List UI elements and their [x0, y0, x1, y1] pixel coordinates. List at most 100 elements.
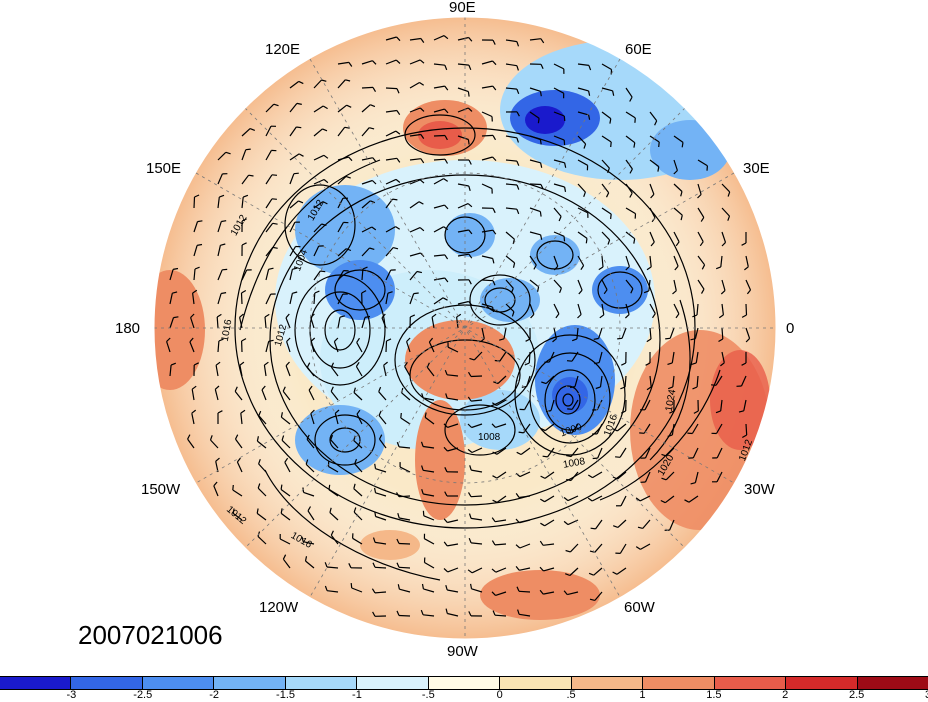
wind-barb — [353, 440, 363, 449]
wind-barb-flag — [378, 410, 382, 416]
wind-barb-flag — [515, 566, 520, 571]
wind-barb — [398, 566, 411, 569]
wind-barb — [529, 159, 541, 164]
wind-barb — [457, 300, 469, 305]
wind-barb-flag — [625, 266, 630, 271]
wind-barb — [375, 515, 387, 521]
wind-barb — [241, 197, 244, 209]
wind-barb — [601, 303, 605, 315]
wind-barb-flag — [339, 315, 345, 318]
wind-barb-flag — [540, 522, 546, 527]
wind-barb-flag — [322, 105, 328, 110]
wind-barb — [217, 293, 222, 305]
wind-barb — [355, 366, 363, 377]
wind-barb — [715, 423, 723, 434]
wind-barb — [329, 512, 339, 521]
wind-barbs — [166, 35, 752, 617]
wind-barb-flag — [445, 585, 448, 591]
color-scale-tick-label: 1 — [639, 689, 646, 701]
wind-barb — [385, 36, 397, 41]
wind-barb-flag — [353, 483, 356, 489]
wind-barb-flag — [738, 410, 744, 413]
wind-barb-flag — [599, 314, 605, 319]
wind-barb-flag — [468, 37, 473, 42]
wind-barb — [310, 341, 315, 353]
wind-barb-flag — [587, 497, 593, 502]
wind-barb-flag — [566, 478, 572, 482]
wind-barb — [671, 351, 675, 363]
wind-barb — [505, 183, 518, 186]
wind-barb-flag — [578, 289, 583, 295]
wind-barb-flag — [286, 337, 291, 342]
wind-barb-flag — [468, 185, 471, 191]
wind-barb-flag — [424, 412, 427, 418]
wind-barb — [281, 439, 291, 449]
wind-barb-flag — [468, 159, 472, 165]
wind-barb-flag — [220, 292, 227, 295]
wind-barb — [697, 159, 708, 167]
wind-barb-flag — [607, 167, 610, 174]
wind-barb-flag — [258, 410, 262, 416]
wind-barb-flag — [306, 362, 311, 368]
wind-barb-flag — [595, 386, 601, 390]
wind-barb-flag — [566, 360, 573, 362]
wind-barb — [330, 366, 339, 377]
wind-barb-flag — [654, 120, 658, 126]
wind-barb — [567, 495, 579, 502]
wind-barb-flag — [684, 499, 690, 503]
wind-barb — [553, 327, 557, 339]
wind-barb-flag — [468, 513, 472, 519]
wind-barb — [505, 39, 517, 43]
wind-barb-flag — [420, 609, 424, 616]
wind-barb — [305, 463, 315, 473]
wind-barb — [617, 423, 627, 432]
wind-barb-flag — [444, 135, 448, 141]
wind-barb — [241, 174, 250, 185]
wind-barb — [284, 462, 291, 473]
wind-barb — [594, 543, 603, 553]
wind-barb — [289, 153, 300, 161]
wind-barb-flag — [692, 386, 698, 390]
wind-barb — [431, 317, 435, 329]
wind-barb-flag — [629, 168, 633, 174]
wind-barb — [550, 399, 555, 411]
wind-barb-flag — [469, 465, 472, 471]
wind-barb-flag — [492, 451, 498, 455]
wind-barb-flag — [240, 409, 246, 414]
wind-barb-flag — [239, 313, 244, 318]
wind-barb — [258, 463, 267, 473]
wind-barb-flag — [598, 266, 604, 271]
wind-barb-flag — [193, 362, 199, 366]
wind-barb — [697, 183, 702, 195]
wind-barb-flag — [396, 88, 400, 94]
wind-barb-flag — [650, 241, 655, 247]
wind-barb — [303, 541, 315, 545]
wind-barb — [598, 351, 603, 363]
wind-barb — [330, 534, 339, 545]
wind-barb-flag — [374, 511, 377, 517]
wind-barb-flag — [194, 194, 200, 198]
wind-barb-flag — [539, 498, 545, 503]
wind-barb-flag — [720, 362, 725, 367]
wind-barb-flag — [467, 107, 473, 112]
wind-barb — [745, 255, 749, 267]
wind-barb-flag — [635, 497, 641, 502]
wind-barb — [481, 183, 493, 190]
wind-barb — [261, 389, 267, 401]
wind-barb — [361, 226, 373, 233]
wind-barb — [385, 226, 396, 233]
wind-barb-flag — [239, 361, 245, 366]
wind-barb-flag — [443, 446, 448, 452]
wind-barb — [306, 366, 315, 377]
wind-barb — [745, 327, 751, 339]
wind-barb — [241, 128, 251, 137]
wind-barb — [601, 207, 612, 215]
wind-barb-flag — [563, 497, 569, 502]
wind-barb — [457, 183, 469, 187]
wind-barb — [353, 511, 363, 521]
wind-barb — [289, 269, 293, 281]
wind-barb-flag — [419, 59, 425, 64]
wind-barb-flag — [541, 381, 547, 385]
wind-barb-flag — [355, 361, 360, 367]
wind-barb-flag — [660, 499, 666, 504]
